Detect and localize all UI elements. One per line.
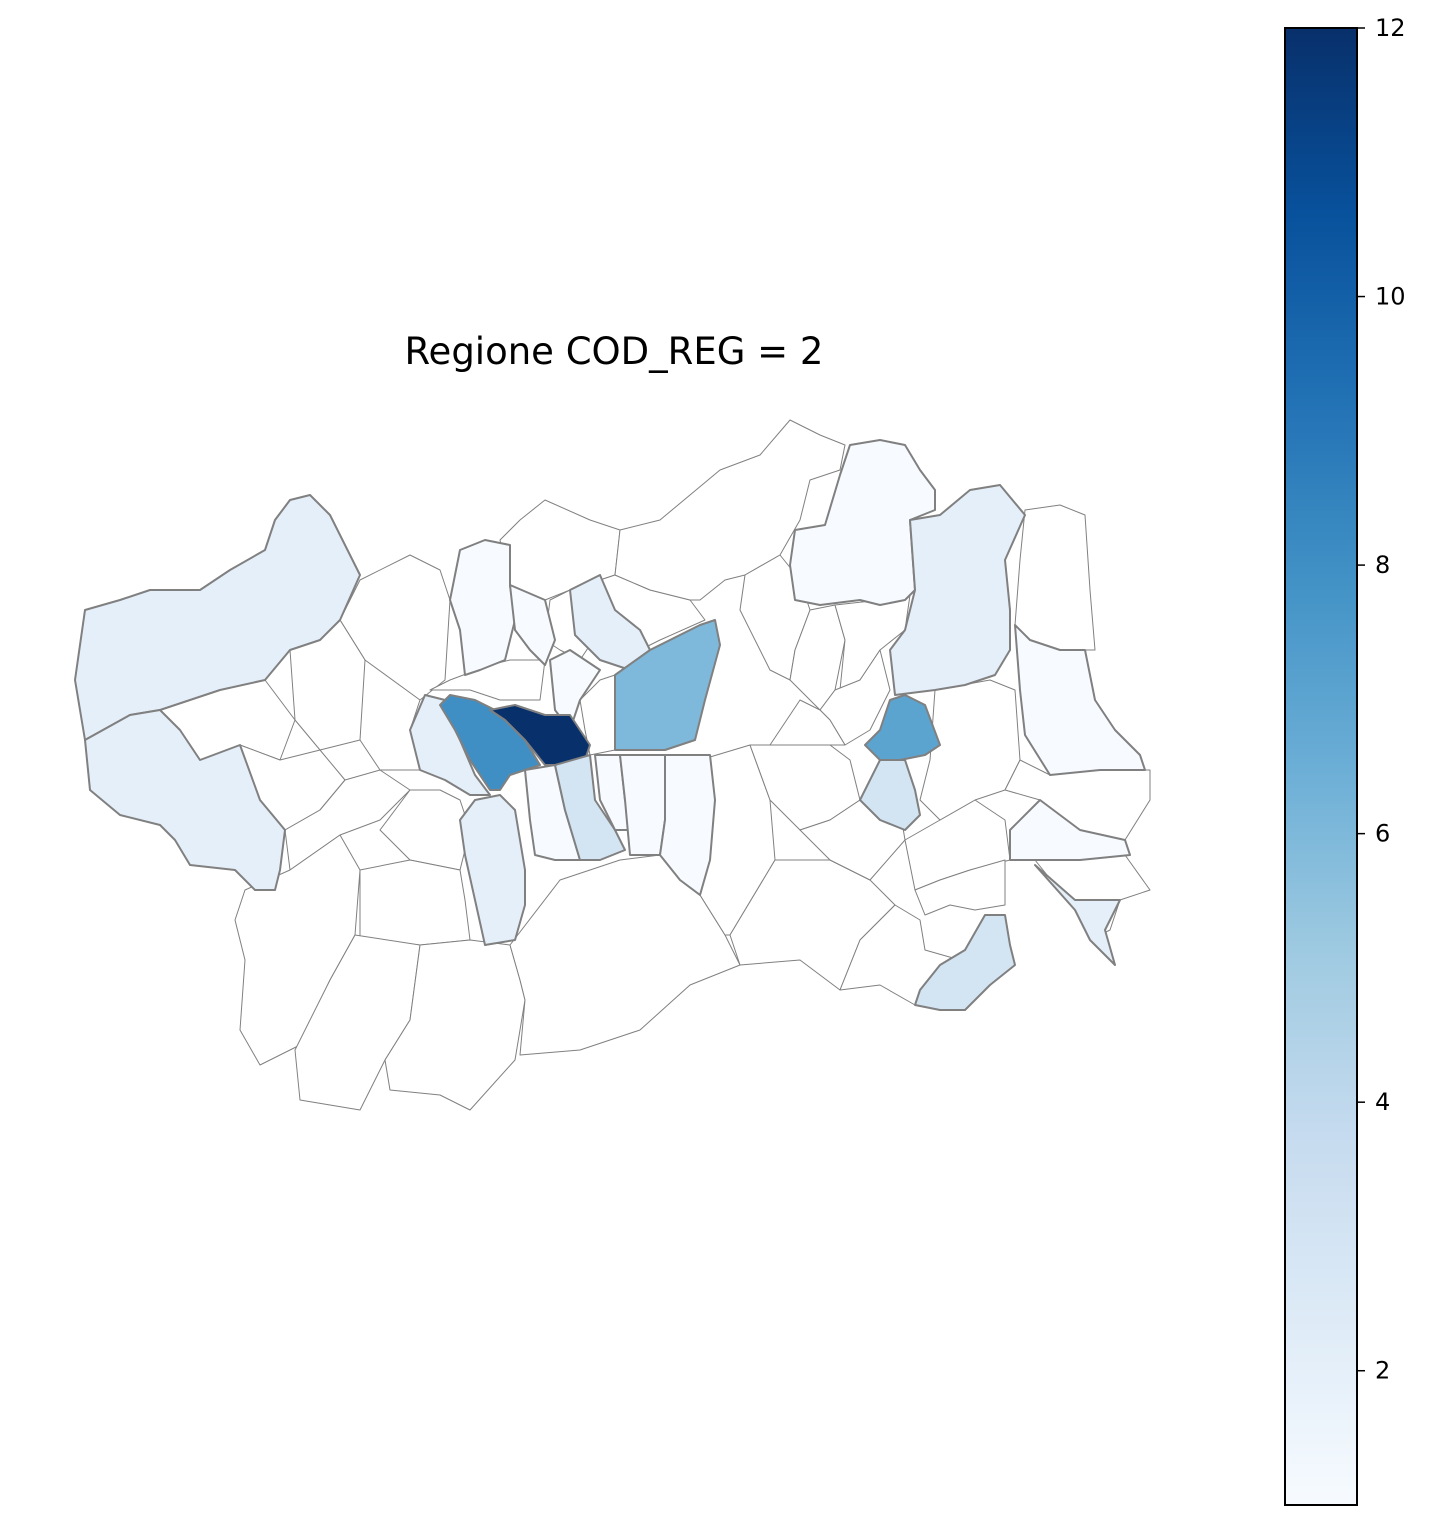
municipality-center-dark[interactable] xyxy=(489,704,591,766)
municipality[interactable] xyxy=(384,939,526,1111)
municipality-east-far-south[interactable] xyxy=(1009,799,1131,861)
municipality-north-valley-mid[interactable] xyxy=(509,584,556,666)
municipality-center-strip-d[interactable] xyxy=(619,754,666,856)
municipality-extra-east[interactable] xyxy=(1034,864,1121,966)
municipality-center-south-west[interactable] xyxy=(459,794,526,946)
municipality-north-central-east[interactable] xyxy=(789,439,936,606)
municipality-south-east-small[interactable] xyxy=(659,754,716,896)
municipality[interactable] xyxy=(359,859,471,946)
colorbar-tick-label: 8 xyxy=(1375,551,1390,579)
municipality[interactable] xyxy=(914,859,1006,916)
municipality-west-north[interactable] xyxy=(74,494,361,741)
municipality-south-east-pale[interactable] xyxy=(914,914,1016,1011)
municipality-center-strip-b[interactable] xyxy=(554,754,626,861)
municipality-east-small-below[interactable] xyxy=(859,759,921,831)
municipality-west-south[interactable] xyxy=(84,709,286,891)
municipality-center-west-small[interactable] xyxy=(409,694,491,796)
municipality-east-far[interactable] xyxy=(1014,624,1146,776)
municipality[interactable] xyxy=(919,679,1021,821)
map-title: Regione COD_REG = 2 xyxy=(404,330,824,373)
municipality[interactable] xyxy=(509,854,741,1056)
colorbar-tick-label: 2 xyxy=(1375,1357,1390,1385)
municipality-east-mid-blue[interactable] xyxy=(864,694,941,761)
colorbar-tick-label: 10 xyxy=(1375,283,1406,311)
colorbar-ticks: 2 4 6 8 10 12 xyxy=(1357,14,1406,1385)
region-map xyxy=(74,419,1151,1111)
municipality-north-east-big[interactable] xyxy=(889,484,1026,696)
municipality-north-valley-left[interactable] xyxy=(449,539,516,676)
colorbar: 2 4 6 8 10 12 xyxy=(1284,14,1406,1506)
colorbar-tick-label: 12 xyxy=(1375,14,1406,42)
municipality[interactable] xyxy=(614,419,846,601)
colorbar-tick-label: 6 xyxy=(1375,820,1390,848)
municipality[interactable] xyxy=(769,699,846,746)
municipality-center-north-east[interactable] xyxy=(614,619,721,751)
municipality[interactable] xyxy=(1014,504,1096,651)
colorbar-tick-label: 4 xyxy=(1375,1088,1390,1116)
colorbar-gradient xyxy=(1284,27,1358,1506)
municipality-center-north-small[interactable] xyxy=(549,649,601,731)
